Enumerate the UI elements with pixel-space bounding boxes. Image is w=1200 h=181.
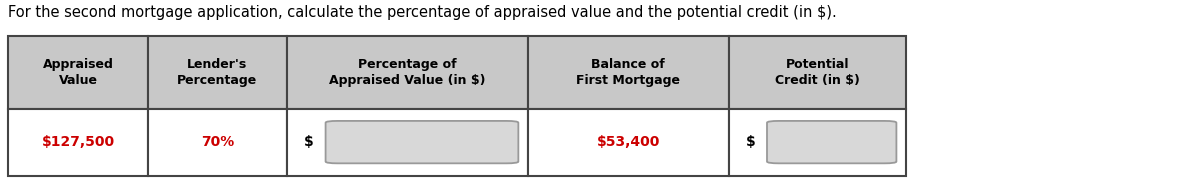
Text: $53,400: $53,400 — [596, 135, 660, 149]
Bar — [287, 109, 528, 176]
Text: $127,500: $127,500 — [42, 135, 115, 149]
FancyBboxPatch shape — [325, 121, 518, 163]
Text: For the second mortgage application, calculate the percentage of appraised value: For the second mortgage application, cal… — [8, 5, 838, 20]
Bar — [728, 36, 906, 109]
Bar — [528, 36, 728, 109]
Text: Lender's
Percentage: Lender's Percentage — [178, 58, 258, 87]
Bar — [148, 109, 287, 176]
Text: $: $ — [745, 135, 755, 149]
Text: Percentage of
Appraised Value (in $): Percentage of Appraised Value (in $) — [329, 58, 486, 87]
Text: $: $ — [304, 135, 313, 149]
Text: 70%: 70% — [200, 135, 234, 149]
Text: Balance of
First Mortgage: Balance of First Mortgage — [576, 58, 680, 87]
Bar — [8, 36, 148, 109]
Bar — [528, 109, 728, 176]
Bar — [728, 109, 906, 176]
FancyBboxPatch shape — [767, 121, 896, 163]
Bar — [148, 36, 287, 109]
Bar — [8, 109, 148, 176]
Bar — [287, 36, 528, 109]
Text: Appraised
Value: Appraised Value — [43, 58, 114, 87]
Text: Potential
Credit (in $): Potential Credit (in $) — [775, 58, 859, 87]
